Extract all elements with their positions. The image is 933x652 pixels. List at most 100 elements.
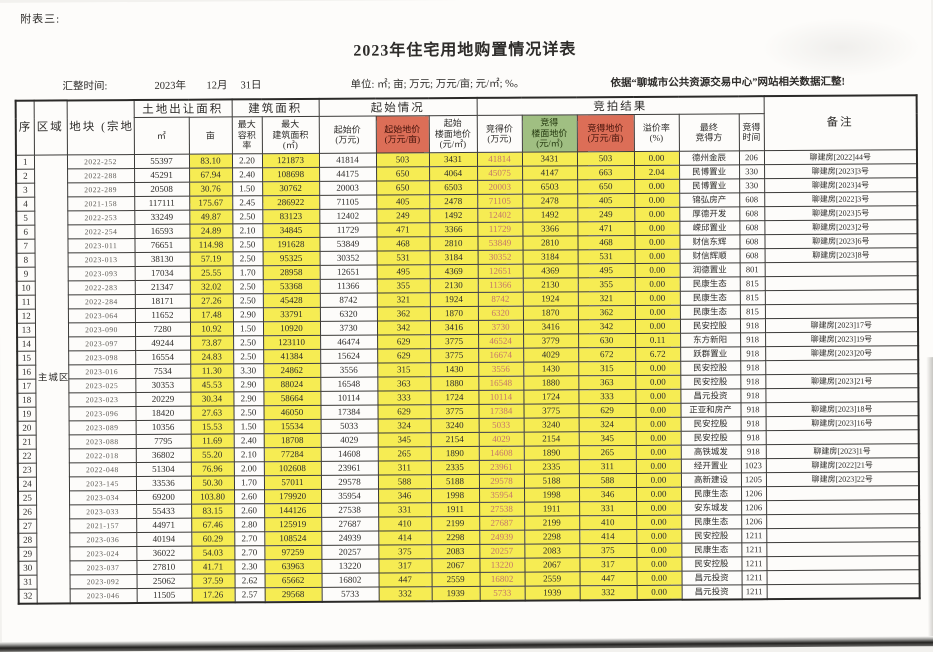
cell-max-far: 1.50 (232, 181, 263, 196)
cell-win-floor-price: 2083 (524, 543, 580, 559)
cell-start-mu-price: 342 (376, 320, 431, 336)
cell-win-price: 11366 (477, 278, 523, 293)
cell-remark (764, 275, 918, 291)
cell-remark: 聊建房[2023]2号 (764, 219, 918, 235)
cell-remark (766, 555, 920, 571)
cell-win-price: 10114 (478, 390, 524, 405)
cell-win-floor-price: 1890 (523, 445, 579, 461)
cell-premium-rate: 0.00 (636, 501, 682, 516)
cell-win-floor-price: 4029 (523, 347, 579, 363)
cell-max-build-area: 121873 (261, 153, 320, 168)
cell-start-mu-price: 331 (378, 502, 432, 518)
cell-win-time: 918 (740, 346, 766, 361)
compile-day: 31日 (240, 80, 262, 92)
cell-start-floor-price: 2154 (430, 432, 479, 447)
cell-start-mu-price: 414 (378, 530, 432, 546)
header-premium-rate: 溢价率 (%) (633, 114, 679, 152)
cell-plot-no: 2023-145 (68, 476, 137, 491)
header-win-price: 竞得价 (万元) (476, 115, 522, 153)
cell-win-mu-price: 663 (577, 165, 635, 180)
cell-start-price: 11366 (319, 279, 377, 294)
cell-winner: 民安控股 (680, 318, 741, 334)
cell-row-number: 28 (18, 533, 37, 548)
cell-start-floor-price: 3775 (430, 404, 479, 419)
cell-start-price: 12651 (319, 265, 377, 280)
cell-premium-rate: 0.00 (633, 151, 680, 166)
cell-start-price: 44175 (319, 167, 377, 182)
cell-win-price: 12651 (477, 264, 523, 279)
cell-win-price: 12402 (477, 208, 523, 223)
cell-plot-no: 2023-098 (68, 350, 136, 365)
cell-plot-no: 2022-283 (67, 280, 135, 295)
cell-max-far: 2.60 (234, 503, 265, 518)
table-body: 1 主城区 2022-252 55397 83.10 2.20 121873 41814 503… (15, 149, 920, 604)
cell-remark (766, 513, 920, 529)
cell-start-floor-price: 1924 (429, 292, 478, 307)
cell-start-mu-price: 410 (378, 516, 432, 532)
cell-area-m2: 33249 (134, 210, 190, 225)
cell-start-mu-price: 629 (377, 334, 431, 350)
cell-row-number: 9 (16, 267, 35, 282)
cell-max-far: 2.40 (232, 167, 263, 182)
cell-win-floor-price: 2335 (523, 459, 579, 475)
cell-area-m2: 51304 (135, 462, 191, 477)
cell-premium-rate: 0.00 (634, 277, 680, 292)
cell-row-number: 3 (16, 183, 35, 198)
cell-win-price: 13220 (479, 558, 525, 573)
cell-start-mu-price: 321 (376, 292, 430, 308)
cell-max-build-area: 30762 (262, 181, 320, 196)
cell-max-far: 2.90 (233, 391, 264, 406)
cell-start-mu-price: 629 (377, 404, 431, 420)
cell-area-mu: 175.67 (189, 195, 233, 211)
cell-plot-no: 2023-011 (67, 238, 135, 253)
cell-win-time: 206 (738, 150, 765, 165)
cell-winner: 民博置业 (679, 164, 740, 180)
cell-plot-no: 2022-288 (67, 168, 135, 183)
cell-area-m2: 11505 (136, 588, 192, 604)
cell-start-floor-price: 3240 (430, 418, 479, 433)
cell-start-price: 16548 (320, 377, 378, 392)
cell-start-price: 8742 (319, 293, 377, 308)
cell-winner: 民安控股 (681, 556, 742, 572)
cell-plot-no: 2023-036 (69, 532, 137, 547)
compile-time-label: 汇整时间: (62, 81, 108, 93)
cell-area-m2: 11652 (134, 308, 190, 323)
cell-plot-no: 2023-023 (68, 392, 136, 407)
cell-row-number: 10 (16, 281, 35, 296)
cell-premium-rate: 0.00 (636, 571, 682, 586)
header-winner: 最终 竞得方 (678, 113, 739, 152)
cell-start-mu-price: 249 (376, 208, 430, 224)
cell-area-mu: 73.87 (190, 335, 234, 351)
header-group-land-area: 土地出让面积 (133, 99, 232, 118)
header-far: 最大 容积 率 (231, 116, 262, 154)
cell-win-floor-price: 1924 (522, 291, 578, 307)
cell-win-floor-price: 3416 (523, 319, 579, 335)
cell-max-build-area: 45428 (262, 293, 320, 308)
cell-area-mu: 103.80 (191, 489, 235, 505)
cell-win-mu-price: 410 (579, 515, 637, 530)
cell-premium-rate: 0.00 (634, 305, 681, 320)
cell-winner: 民博置业 (679, 178, 740, 194)
cell-row-number: 5 (16, 211, 35, 226)
cell-win-price: 29578 (478, 474, 525, 489)
cell-max-far: 2.45 (232, 195, 263, 210)
cell-win-floor-price: 2559 (524, 571, 580, 587)
cell-area-m2: 38130 (134, 252, 190, 267)
cell-start-mu-price: 650 (376, 166, 430, 182)
cell-win-price: 17384 (478, 404, 524, 419)
cell-remark: 聊建房[2023]19号 (765, 331, 919, 347)
cell-premium-rate: 0.00 (634, 235, 680, 250)
cell-start-floor-price: 2559 (431, 572, 480, 587)
cell-winner: 民安控股 (681, 528, 742, 544)
cell-remark (765, 429, 919, 445)
cell-area-mu: 30.76 (189, 181, 233, 197)
cell-area-m2: 16593 (134, 224, 190, 239)
cell-area-m2: 10356 (135, 420, 191, 435)
header-start-mu-price: 起始地价 (万元/亩) (375, 115, 429, 154)
cell-plot-no: 2023-033 (69, 504, 137, 519)
cell-max-far: 2.50 (233, 335, 264, 350)
cell-start-price: 53849 (319, 237, 377, 252)
header-group-start: 起始情况 (318, 97, 477, 117)
cell-premium-rate: 0.00 (634, 291, 680, 306)
scan-page-edge (926, 357, 933, 639)
